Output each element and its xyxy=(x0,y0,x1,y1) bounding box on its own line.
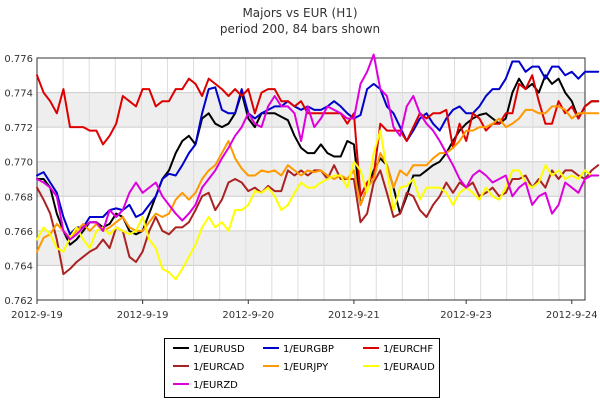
legend-item: 1/EURAUD xyxy=(363,360,435,376)
legend-swatch xyxy=(263,365,279,367)
x-tick-label: 2012-9-23 xyxy=(440,310,492,321)
legend-swatch xyxy=(263,347,279,349)
legend-swatch xyxy=(363,365,379,367)
legend-swatch xyxy=(173,383,189,385)
plot-band xyxy=(37,230,585,266)
series-line-1eurchf xyxy=(36,74,600,198)
chart-title: Majors vs EUR (H1) xyxy=(242,6,358,20)
y-tick-label: 0.770 xyxy=(4,158,33,169)
legend-item: 1/EURUSD xyxy=(173,342,245,358)
y-tick-label: 0.774 xyxy=(4,89,33,100)
plot-band xyxy=(37,92,585,128)
plot-band xyxy=(37,58,585,93)
legend-item: 1/EURJPY xyxy=(263,360,328,376)
legend-swatch xyxy=(363,347,379,349)
legend-item: 1/EURCAD xyxy=(173,360,244,376)
x-tick-label: 2012-9-19 xyxy=(117,310,169,321)
series-line-1euraud xyxy=(36,129,600,281)
legend-swatch xyxy=(173,365,189,367)
y-tick-label: 0.776 xyxy=(4,54,33,65)
series-line-1eurgbp xyxy=(36,60,600,236)
legend-label: 1/EURJPY xyxy=(283,362,329,373)
x-tick-label: 2012-9-21 xyxy=(328,310,380,321)
chart-title-block: Majors vs EUR (H1) period 200, 84 bars s… xyxy=(0,5,600,37)
series-line-1eurzd xyxy=(36,53,600,241)
y-tick-label: 0.772 xyxy=(4,123,33,134)
legend-label: 1/EURCHF xyxy=(383,344,434,355)
legend-item: 1/EURZD xyxy=(173,378,238,394)
legend-item: 1/EURGBP xyxy=(263,342,334,358)
y-tick-label: 0.764 xyxy=(4,261,33,272)
x-tick-label: 2012-9-19 xyxy=(11,310,63,321)
series-line-1eurjpy xyxy=(36,105,600,253)
x-tick-label: 2012-9-20 xyxy=(222,310,274,321)
plot-band xyxy=(37,127,585,162)
chart-subtitle: period 200, 84 bars shown xyxy=(219,22,381,36)
y-tick-label: 0.768 xyxy=(4,192,33,203)
chart-legend: 1/EURUSD 1/EURGBP 1/EURCHF 1/EURCAD 1/EURJPY… xyxy=(164,338,440,398)
legend-label: 1/EURUSD xyxy=(193,344,245,355)
legend-label: 1/EURZD xyxy=(193,380,238,391)
x-tick-label: 2012-9-24 xyxy=(546,310,598,321)
legend-label: 1/EURCAD xyxy=(193,362,245,373)
legend-item: 1/EURCHF xyxy=(363,342,433,358)
legend-swatch xyxy=(173,347,189,349)
plot-band xyxy=(37,265,585,300)
y-tick-label: 0.762 xyxy=(4,296,33,307)
series-line-1eurusd xyxy=(36,74,600,246)
legend-label: 1/EURGBP xyxy=(283,344,334,355)
y-tick-label: 0.766 xyxy=(4,227,33,238)
legend-label: 1/EURAUD xyxy=(383,362,435,373)
